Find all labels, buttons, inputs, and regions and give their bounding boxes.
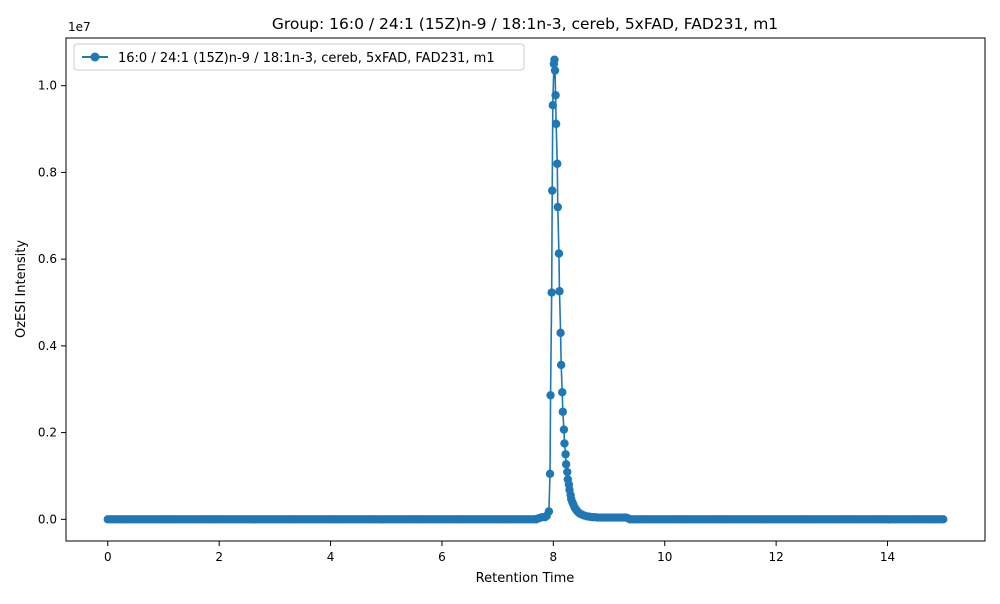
data-point (558, 407, 568, 416)
data-point (551, 119, 561, 129)
data-point (553, 159, 562, 168)
x-tick-label: 2 (215, 550, 223, 564)
legend: 16:0 / 24:1 (15Z)n-9 / 18:1n-3, cereb, 5… (73, 43, 525, 71)
data-point (546, 391, 555, 400)
x-axis-label: Retention Time (476, 571, 575, 586)
y-tick-label: 0.6 (38, 252, 57, 266)
legend-dot-marker (90, 52, 100, 62)
x-tick-label: 10 (657, 550, 672, 564)
x-tick-label: 8 (550, 550, 558, 564)
data-point (561, 450, 570, 459)
data-point (554, 249, 564, 258)
data-point (548, 186, 557, 195)
y-tick-label: 0.0 (38, 512, 57, 526)
series-layer (103, 55, 948, 524)
data-point (558, 388, 567, 397)
y-tick-label: 1.0 (38, 79, 57, 93)
x-tick-label: 4 (327, 550, 335, 564)
plot-frame (65, 37, 986, 542)
y-tick-label: 0.8 (38, 165, 57, 179)
data-point (545, 469, 555, 478)
x-tick-label: 12 (768, 550, 783, 564)
x-tick-label: 14 (880, 550, 895, 564)
x-tick-label: 6 (438, 550, 446, 564)
data-point (548, 101, 557, 110)
data-point (555, 287, 564, 296)
data-point (556, 360, 566, 370)
legend-box (73, 43, 525, 71)
legend-label: 16:0 / 24:1 (15Z)n-9 / 18:1n-3, cereb, 5… (118, 51, 495, 66)
chart-title: Group: 16:0 / 24:1 (15Z)n-9 / 18:1n-3, c… (272, 15, 778, 33)
data-point (551, 91, 560, 100)
data-point (553, 202, 562, 212)
data-point (544, 507, 554, 516)
x-tick-label: 0 (104, 550, 112, 564)
data-point (561, 460, 571, 469)
data-point (559, 425, 569, 434)
data-point (547, 288, 556, 297)
data-point (550, 55, 559, 64)
y-offset-label: 1e7 (68, 20, 91, 34)
y-tick-label: 0.4 (38, 339, 57, 353)
y-axis-ticks: 0.0 0.2 0.4 0.6 0.8 1.0 (38, 79, 66, 526)
data-point (939, 515, 948, 524)
series-line (107, 59, 944, 521)
x-axis-ticks: 0 2 4 6 8 10 12 14 (104, 541, 895, 564)
y-axis-label: OzESI Intensity (14, 240, 29, 338)
data-point (563, 467, 572, 477)
data-point (556, 328, 565, 338)
data-point (560, 439, 569, 448)
y-tick-label: 0.2 (38, 426, 57, 440)
data-point (550, 66, 560, 75)
